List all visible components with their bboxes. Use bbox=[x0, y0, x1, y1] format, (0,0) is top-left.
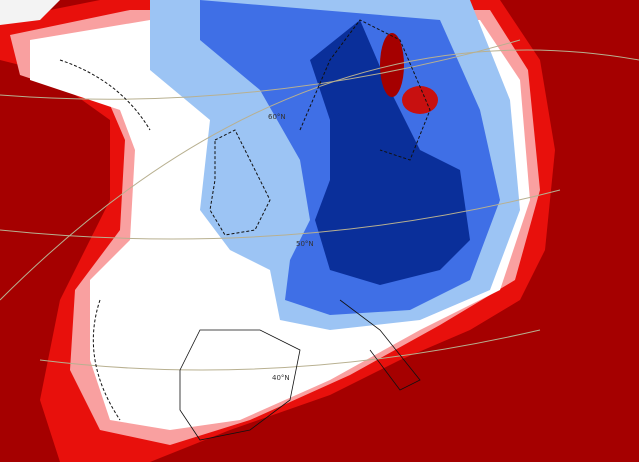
graticule bbox=[0, 189, 561, 240]
warm-spot bbox=[402, 86, 438, 114]
greenland bbox=[0, 0, 60, 25]
italy bbox=[339, 299, 421, 391]
grid-label: 50°N bbox=[296, 240, 314, 248]
coastline bbox=[59, 59, 151, 421]
graticule bbox=[0, 39, 521, 100]
grid-label: 40°N bbox=[272, 374, 290, 382]
coastline bbox=[299, 19, 431, 161]
graticule bbox=[0, 49, 639, 301]
grid-label: 60°N bbox=[268, 113, 286, 121]
graticule bbox=[39, 329, 541, 371]
very-cold-zone bbox=[310, 20, 470, 285]
iberia bbox=[179, 329, 301, 441]
